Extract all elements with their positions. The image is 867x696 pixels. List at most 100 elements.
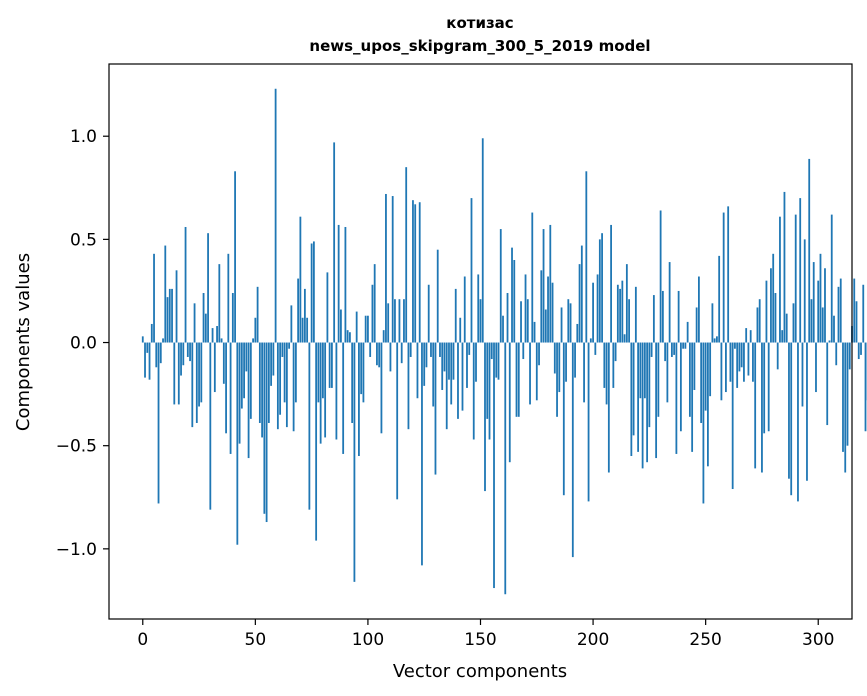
bar xyxy=(592,282,594,343)
bar xyxy=(378,342,381,368)
bar xyxy=(457,342,459,419)
bar xyxy=(459,317,462,343)
bar xyxy=(405,167,408,343)
bar xyxy=(391,196,394,343)
bar xyxy=(511,247,513,343)
bar xyxy=(340,309,342,343)
bar xyxy=(403,299,405,343)
bar xyxy=(292,342,295,432)
bar xyxy=(639,342,642,399)
bar xyxy=(166,297,169,343)
bar xyxy=(495,342,498,378)
bar xyxy=(839,278,842,343)
bar xyxy=(475,342,477,382)
bar xyxy=(585,171,588,343)
bar xyxy=(529,342,531,405)
bar xyxy=(668,262,671,343)
bar xyxy=(186,342,189,357)
bar xyxy=(648,342,651,428)
bar xyxy=(625,264,628,343)
bar xyxy=(195,342,198,423)
bar xyxy=(461,342,464,411)
bar xyxy=(743,342,745,382)
bar xyxy=(688,342,691,417)
bar xyxy=(445,342,448,430)
bar xyxy=(562,342,565,496)
bar xyxy=(499,229,502,343)
bar xyxy=(659,210,662,343)
bar xyxy=(432,342,435,407)
bar xyxy=(407,342,410,430)
bar xyxy=(621,280,624,343)
x-axis-ticks: 0 50 100 150 200 250 300 xyxy=(137,619,834,650)
bar xyxy=(400,342,403,364)
y-tick-label: −1.0 xyxy=(56,540,97,560)
bar xyxy=(234,171,236,343)
bar xyxy=(274,88,277,343)
bar xyxy=(324,342,327,438)
bar xyxy=(490,342,493,360)
bar xyxy=(164,245,167,343)
bar xyxy=(634,286,637,343)
x-tick-label: 100 xyxy=(352,630,384,650)
bar xyxy=(749,330,752,343)
bar xyxy=(193,303,196,343)
bar xyxy=(299,216,302,343)
bar xyxy=(450,342,453,405)
bar xyxy=(756,307,759,343)
bar xyxy=(752,342,754,382)
bar xyxy=(803,239,806,343)
bar xyxy=(740,342,743,368)
bar xyxy=(220,338,223,343)
bar xyxy=(198,342,200,407)
bar xyxy=(652,295,655,343)
bar xyxy=(279,342,282,415)
bar xyxy=(148,342,151,380)
bar xyxy=(797,342,799,502)
bars-group xyxy=(141,88,867,595)
bar xyxy=(520,301,522,343)
bar xyxy=(616,284,619,343)
bar xyxy=(486,342,489,419)
bar xyxy=(524,274,527,343)
bar xyxy=(664,342,667,362)
bar xyxy=(801,342,804,407)
bar xyxy=(412,200,414,343)
bar xyxy=(666,342,669,403)
bar xyxy=(477,274,480,343)
bar xyxy=(240,342,243,409)
bar xyxy=(335,342,338,440)
bar xyxy=(358,342,360,457)
bar xyxy=(427,284,430,343)
bar xyxy=(767,342,770,432)
bar xyxy=(684,342,687,349)
bar xyxy=(817,280,820,343)
bar xyxy=(430,342,432,357)
bar xyxy=(254,317,257,343)
bar xyxy=(650,342,653,357)
bar xyxy=(346,330,349,343)
bar xyxy=(344,226,347,343)
bar xyxy=(815,342,817,393)
bar xyxy=(824,268,826,343)
bar xyxy=(718,255,721,343)
bar xyxy=(682,342,685,349)
bar xyxy=(830,214,833,343)
bar xyxy=(436,249,439,343)
bar xyxy=(294,342,297,403)
bar xyxy=(758,299,761,343)
bar xyxy=(144,342,146,378)
x-tick-label: 200 xyxy=(577,630,609,650)
bar xyxy=(792,303,795,343)
bar xyxy=(565,342,567,382)
bar xyxy=(308,342,311,510)
bar xyxy=(765,280,768,343)
bar xyxy=(763,342,766,434)
bar xyxy=(542,229,545,343)
bar xyxy=(513,260,516,343)
bar xyxy=(189,342,191,362)
bar xyxy=(380,342,383,434)
bar xyxy=(317,342,320,403)
bar xyxy=(556,342,558,417)
bar xyxy=(731,342,734,490)
